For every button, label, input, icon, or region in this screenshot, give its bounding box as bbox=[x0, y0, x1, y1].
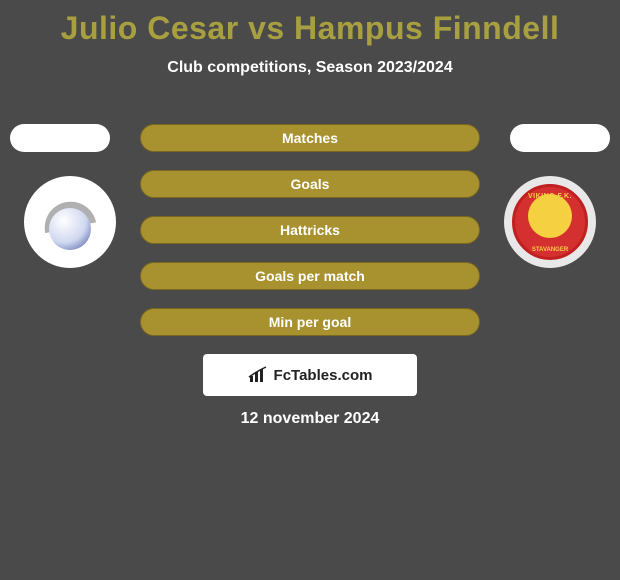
chart-icon bbox=[248, 366, 270, 384]
date-label: 12 november 2024 bbox=[0, 410, 620, 428]
stat-bar-matches: Matches bbox=[140, 124, 480, 152]
club-badge-right: VIKING F.K. STAVANGER bbox=[504, 176, 596, 268]
viking-face-icon bbox=[528, 194, 572, 238]
stat-bars: Matches Goals Hattricks Goals per match … bbox=[140, 124, 480, 354]
viking-bottom-text: STAVANGER bbox=[515, 247, 585, 253]
player-left-pill bbox=[10, 124, 110, 152]
brand-box: FcTables.com bbox=[203, 354, 417, 396]
page-title: Julio Cesar vs Hampus Finndell bbox=[0, 0, 620, 47]
badge-ball bbox=[49, 208, 91, 250]
stat-bar-min-per-goal: Min per goal bbox=[140, 308, 480, 336]
subtitle: Club competitions, Season 2023/2024 bbox=[0, 59, 620, 77]
stat-bar-goals: Goals bbox=[140, 170, 480, 198]
brand-text: FcTables.com bbox=[274, 367, 373, 384]
stat-bar-goals-per-match: Goals per match bbox=[140, 262, 480, 290]
player-right-pill bbox=[510, 124, 610, 152]
stat-bar-hattricks: Hattricks bbox=[140, 216, 480, 244]
viking-badge-inner: VIKING F.K. STAVANGER bbox=[512, 184, 588, 260]
club-badge-left bbox=[24, 176, 116, 268]
